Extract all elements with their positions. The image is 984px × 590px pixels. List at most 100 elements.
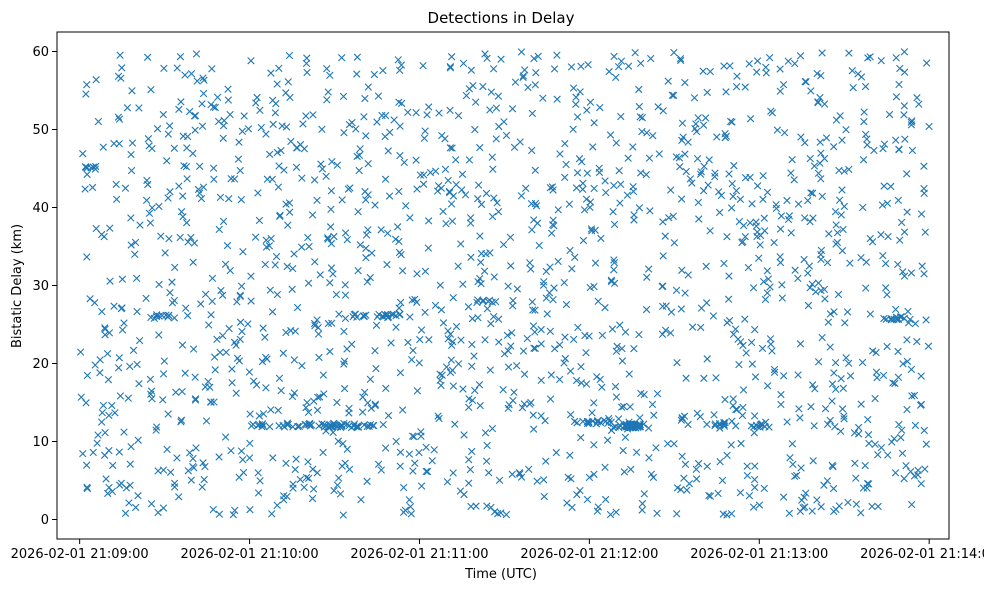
detection-point — [340, 357, 349, 365]
detection-point — [745, 60, 753, 68]
detection-point — [670, 48, 678, 57]
detection-point — [190, 464, 198, 472]
detection-point — [720, 422, 729, 430]
detection-point — [870, 146, 878, 155]
detection-point — [446, 63, 455, 71]
detection-point — [112, 180, 120, 189]
detection-point — [869, 347, 877, 355]
detection-point — [892, 93, 901, 101]
detection-point — [507, 262, 515, 270]
detection-point — [306, 422, 315, 430]
detection-point — [411, 459, 419, 467]
detection-point — [732, 187, 741, 195]
detection-point — [338, 196, 346, 204]
detection-point — [288, 285, 296, 293]
detection-point — [692, 475, 701, 483]
detection-point — [610, 256, 618, 264]
detection-point — [794, 371, 802, 379]
detection-point — [831, 359, 840, 367]
detection-point — [273, 501, 281, 510]
detection-point — [791, 266, 799, 274]
detection-point — [447, 53, 456, 61]
detection-point — [832, 385, 840, 394]
data-points — [76, 48, 933, 519]
detection-point — [785, 212, 794, 220]
detection-point — [629, 143, 637, 151]
detection-point — [126, 460, 134, 468]
detection-point — [247, 297, 255, 305]
detection-point — [652, 444, 660, 452]
detection-point — [368, 249, 376, 257]
detection-point — [736, 488, 745, 497]
detection-point — [330, 232, 338, 241]
detection-point — [596, 375, 604, 384]
detection-point — [579, 417, 587, 426]
detection-point — [438, 371, 446, 379]
detection-point — [883, 342, 891, 351]
detection-point — [133, 307, 141, 316]
detection-point — [201, 290, 210, 299]
detection-point — [89, 448, 97, 457]
detection-point — [863, 135, 871, 143]
detection-point — [343, 445, 352, 453]
detection-point — [903, 208, 911, 216]
detection-point — [776, 87, 784, 95]
detection-point — [796, 52, 805, 60]
detection-point — [891, 305, 900, 314]
detection-point — [497, 509, 505, 517]
detection-point — [372, 364, 380, 373]
detection-point — [200, 76, 208, 84]
detection-point — [861, 461, 869, 470]
detection-point — [864, 480, 873, 488]
detection-point — [221, 260, 230, 268]
detection-point — [920, 162, 928, 170]
detection-point — [597, 234, 605, 243]
detection-point — [489, 313, 498, 321]
detection-point — [334, 437, 342, 445]
detection-point — [725, 170, 733, 178]
detection-point — [413, 270, 421, 278]
detection-point — [435, 414, 443, 423]
detection-point — [776, 225, 785, 233]
detection-point — [804, 269, 812, 277]
detection-point — [880, 314, 888, 323]
detection-point — [114, 364, 123, 372]
detection-point — [473, 298, 481, 307]
detection-point — [434, 412, 442, 420]
detection-point — [817, 149, 825, 157]
detection-point — [675, 154, 684, 162]
detection-point — [401, 506, 410, 514]
detection-point — [288, 392, 297, 401]
detection-point — [922, 316, 930, 324]
detection-point — [883, 290, 891, 299]
detection-point — [480, 267, 489, 275]
detection-point — [101, 324, 109, 332]
detection-point — [170, 314, 179, 322]
detection-point — [269, 454, 277, 462]
detection-point — [254, 469, 262, 477]
detection-point — [810, 162, 819, 170]
detection-point — [465, 85, 474, 93]
detection-point — [646, 207, 654, 215]
detection-point — [684, 138, 692, 146]
detection-point — [699, 187, 708, 195]
detection-point — [814, 98, 822, 106]
detection-point — [415, 359, 423, 367]
detection-point — [289, 264, 297, 273]
detection-point — [653, 390, 662, 398]
detection-point — [273, 290, 282, 299]
detection-point — [519, 73, 527, 82]
detection-point — [831, 208, 840, 216]
detection-point — [555, 341, 564, 349]
detection-point — [111, 409, 119, 417]
detection-point — [732, 422, 740, 430]
detection-point — [343, 236, 351, 244]
detection-point — [457, 240, 465, 248]
detection-point — [701, 114, 710, 122]
detection-point — [534, 52, 542, 60]
detection-point — [204, 377, 212, 386]
detection-point — [503, 331, 512, 340]
detection-point — [391, 235, 400, 243]
detection-point — [373, 118, 381, 126]
detection-point — [370, 70, 379, 79]
